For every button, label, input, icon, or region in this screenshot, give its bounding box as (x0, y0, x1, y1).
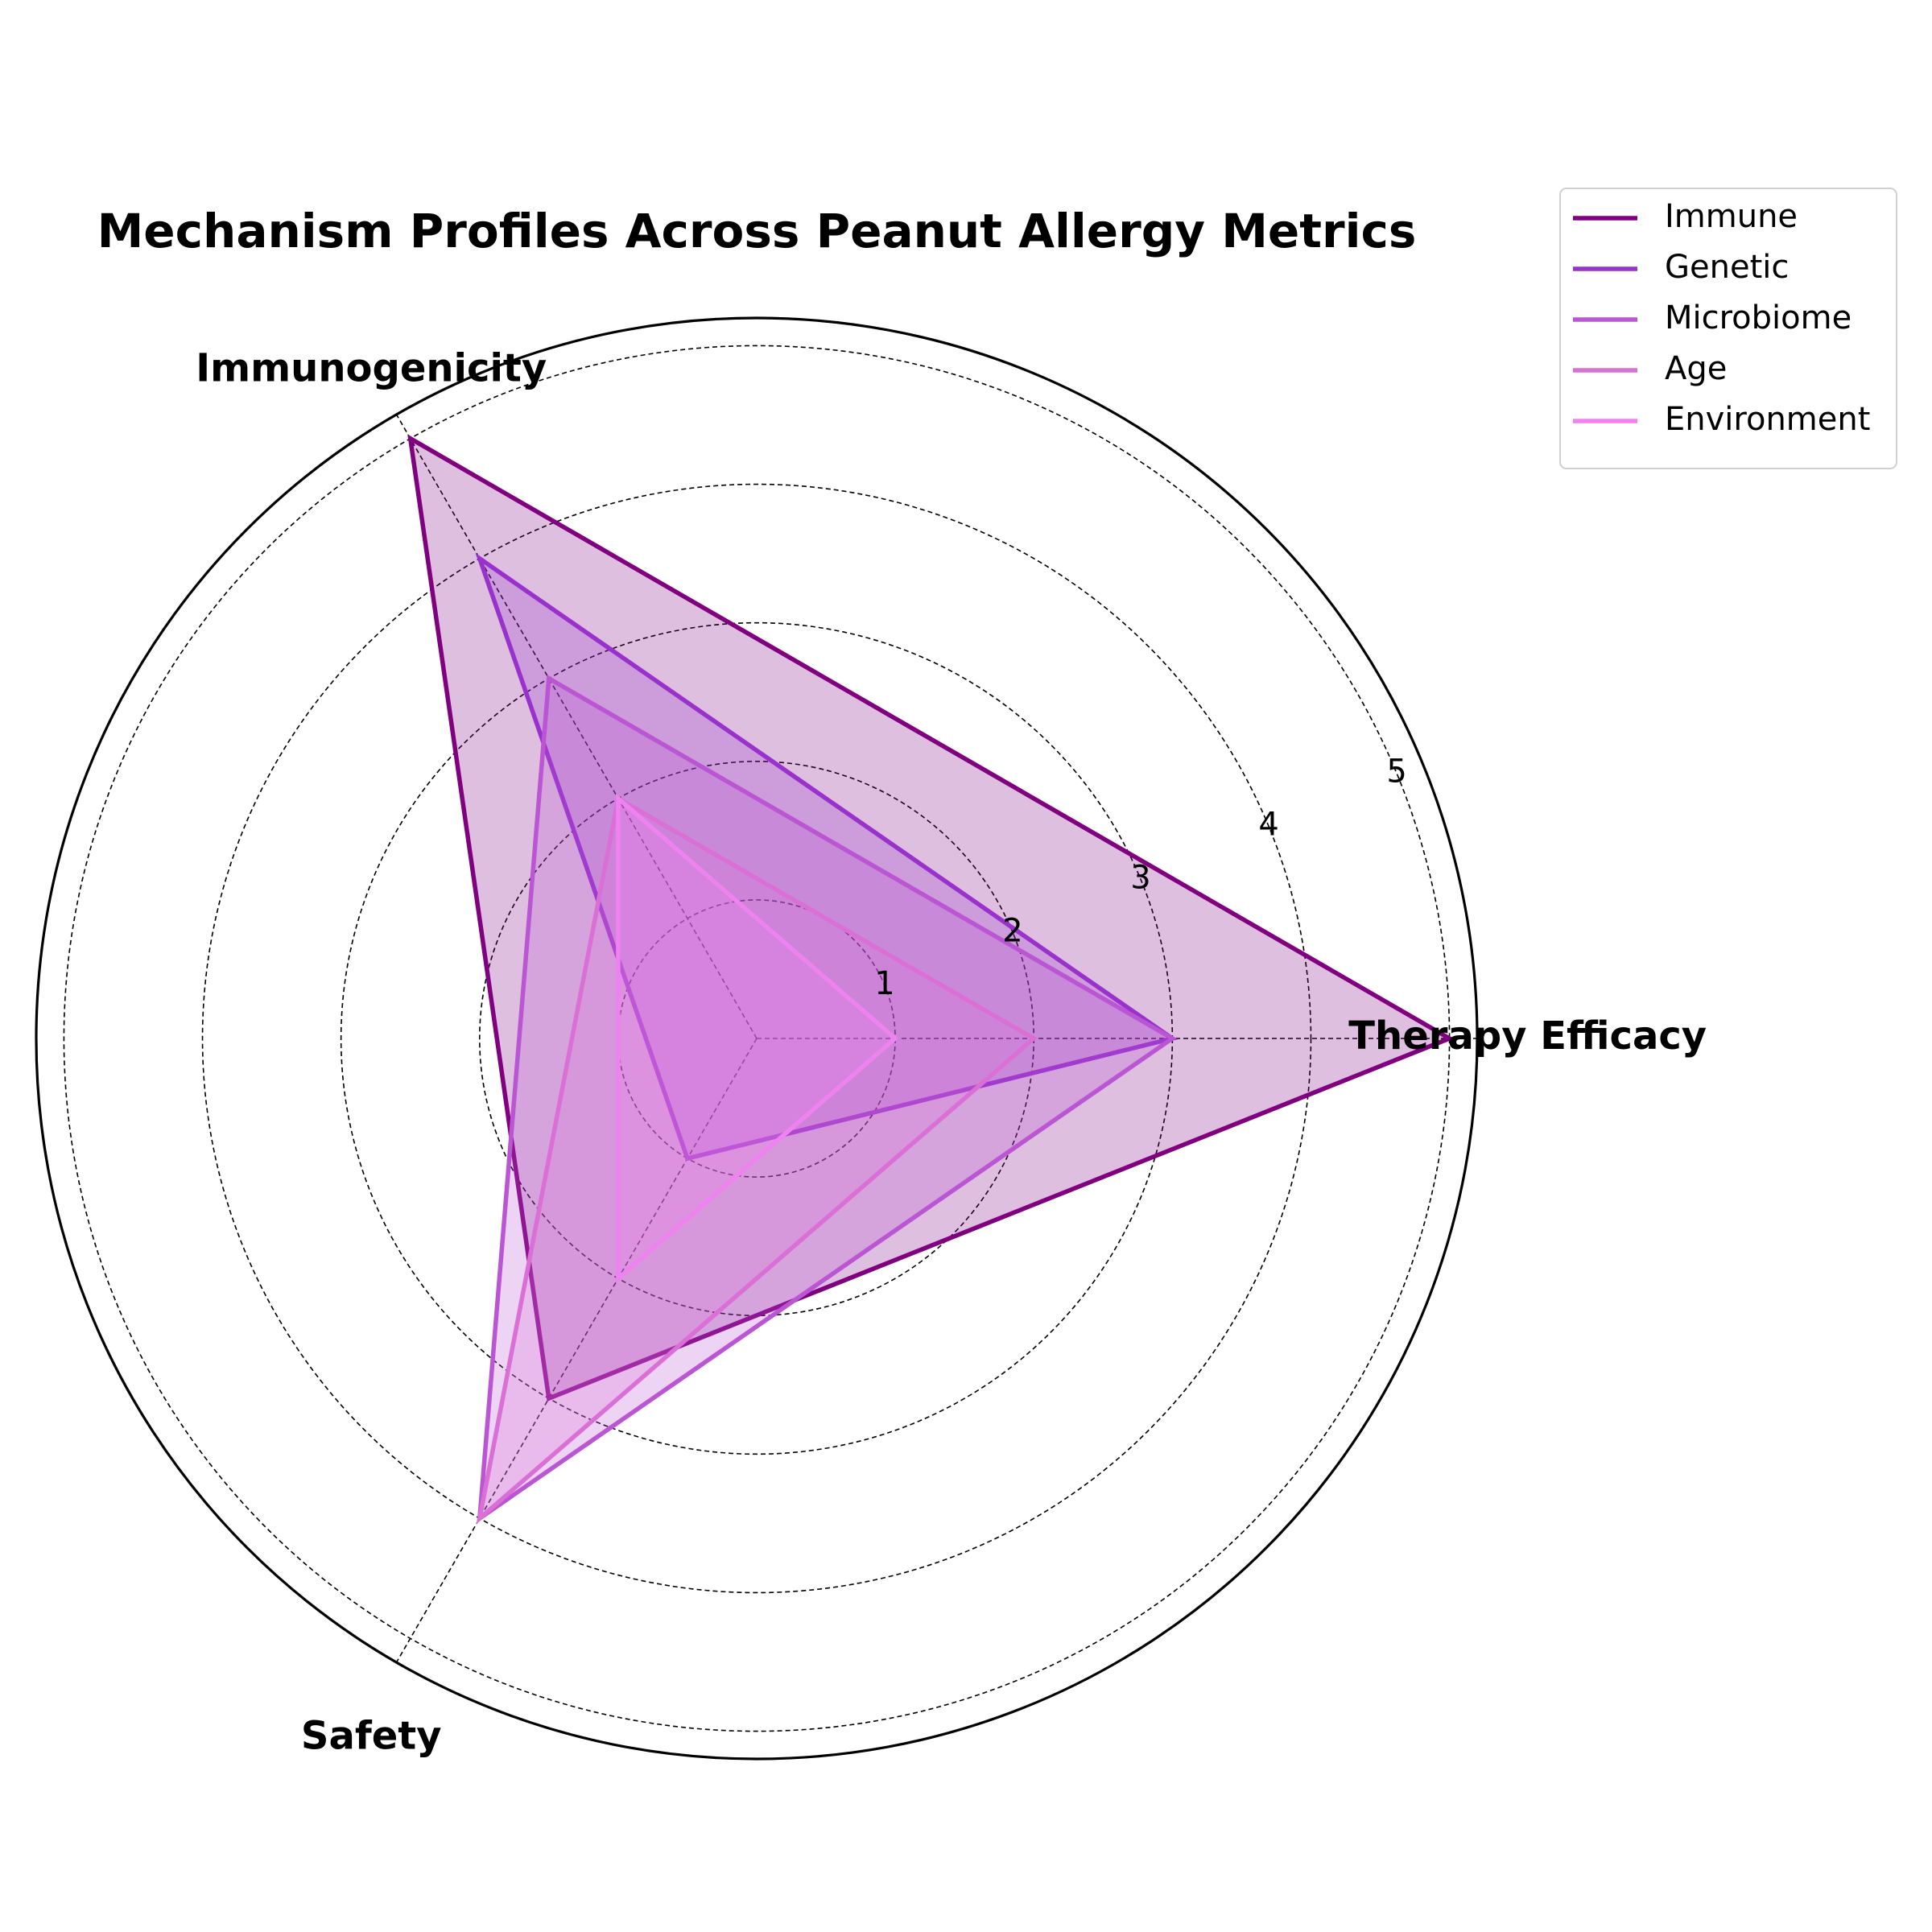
legend-label: Environment (1665, 401, 1870, 438)
axis-labels: Therapy Efficacy Immunogenicity Safety (196, 346, 1707, 1759)
legend-label: Genetic (1665, 249, 1789, 286)
legend-label: Immune (1665, 198, 1798, 235)
series-line-age (476, 795, 1038, 1525)
series-line-microbiome (477, 675, 1177, 1523)
tick-label: 1 (874, 965, 894, 1002)
series-layer (407, 434, 1455, 1525)
series-line-genetic (475, 552, 1178, 1162)
grid-spoke (395, 1038, 758, 1663)
chart-title: Mechanism Profiles Across Peanut Allergy… (97, 204, 1417, 258)
legend-label: Microbiome (1665, 299, 1852, 336)
legend-frame (1559, 188, 1897, 469)
series-area-environment (617, 798, 896, 1279)
outer-frame (35, 316, 1479, 1761)
series-area-immune (410, 438, 1450, 1399)
axis-label: Therapy Efficacy (1348, 1013, 1707, 1059)
tick-label: 5 (1386, 753, 1406, 791)
tick-label: 4 (1258, 807, 1278, 844)
series-area-genetic (479, 558, 1173, 1159)
axis-label: Immunogenicity (196, 346, 547, 391)
grid (35, 316, 1479, 1761)
series-line-immune (407, 434, 1455, 1402)
legend-label: Age (1665, 350, 1727, 387)
radial-ticks: 1 2 3 4 5 (874, 753, 1407, 1002)
grid-ring (201, 483, 1312, 1594)
grid-spoke (395, 414, 758, 1039)
tick-label: 2 (1002, 912, 1022, 949)
series-line-environment (616, 793, 899, 1284)
tick-label: 3 (1130, 859, 1150, 896)
legend: Immune Genetic Microbiome Age Environment (1559, 188, 1897, 469)
axis-label: Safety (301, 1713, 442, 1758)
